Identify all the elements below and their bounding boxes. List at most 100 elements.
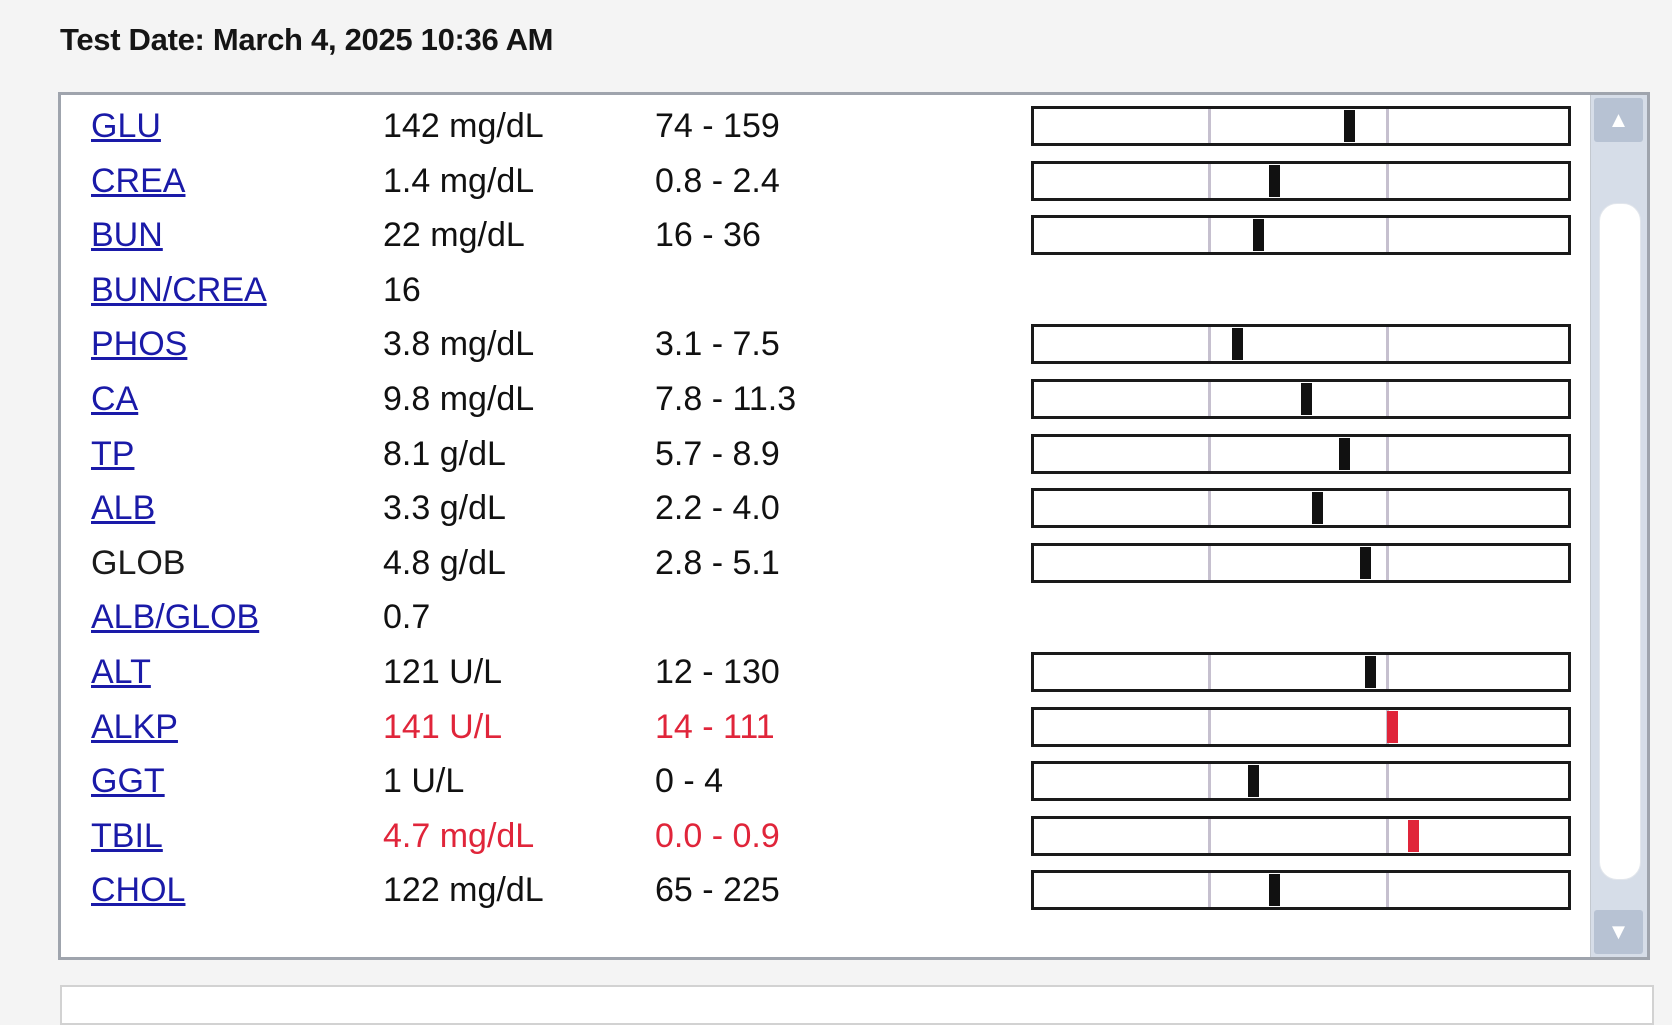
test-name-link[interactable]: TP: [91, 434, 135, 473]
result-row: GLU 142 mg/dL 74 - 159: [61, 97, 1591, 155]
gauge-divider-high: [1386, 545, 1389, 580]
gauge-divider-low: [1208, 382, 1211, 416]
reference-range: 16 - 36: [655, 216, 761, 255]
range-gauge: [1031, 488, 1571, 529]
range-gauge: [1031, 433, 1571, 474]
result-row: GGT 1 U/L 0 - 4: [61, 752, 1591, 810]
reference-range: 0.8 - 2.4: [655, 161, 780, 200]
gauge-marker: [1344, 110, 1355, 142]
result-value: 4.8 g/dL: [383, 543, 506, 582]
gauge-marker: [1312, 492, 1323, 525]
result-value: 141 U/L: [383, 707, 503, 746]
gauge-divider-low: [1208, 764, 1211, 799]
test-name-link[interactable]: TBIL: [91, 816, 163, 855]
result-value: 8.1 g/dL: [383, 434, 506, 473]
results-list: GLU 142 mg/dL 74 - 159 CREA 1.4 mg/dL 0.8 - 2…: [61, 95, 1591, 957]
result-value: 1 U/L: [383, 762, 465, 801]
gauge-divider-high: [1386, 655, 1389, 689]
result-row: ALT 121 U/L 12 - 130: [61, 643, 1591, 701]
reference-range: 2.8 - 5.1: [655, 543, 780, 582]
test-name-link[interactable]: BUN/CREA: [91, 270, 267, 309]
range-gauge: [1031, 652, 1571, 692]
result-row: CA 9.8 mg/dL 7.8 - 11.3: [61, 370, 1591, 428]
result-row: TP 8.1 g/dL 5.7 - 8.9: [61, 425, 1591, 483]
gauge-divider-low: [1208, 218, 1211, 253]
gauge-divider-high: [1386, 818, 1389, 853]
result-value: 3.8 mg/dL: [383, 325, 535, 364]
gauge-marker: [1232, 328, 1243, 361]
result-value: 121 U/L: [383, 653, 503, 691]
gauge-divider-low: [1208, 436, 1211, 471]
test-date-label: Test Date: March 4, 2025 10:36 AM: [60, 22, 554, 57]
gauge-marker: [1387, 710, 1398, 743]
reference-range: 12 - 130: [655, 653, 780, 691]
gauge-divider-low: [1208, 109, 1211, 143]
range-gauge: [1031, 379, 1571, 419]
gauge-marker: [1301, 383, 1312, 415]
gauge-divider-high: [1386, 382, 1389, 416]
result-row: BUN/CREA 16: [61, 261, 1591, 319]
test-name-link[interactable]: GGT: [91, 762, 165, 801]
gauge-divider-low: [1208, 709, 1211, 744]
gauge-divider-low: [1208, 327, 1211, 362]
scrollbar-thumb[interactable]: [1599, 203, 1641, 880]
reference-range: 0 - 4: [655, 762, 724, 801]
result-row: TBIL 4.7 mg/dL 0.0 - 0.9: [61, 807, 1591, 865]
range-gauge: [1031, 324, 1571, 365]
gauge-divider-high: [1386, 327, 1389, 362]
range-gauge: [1031, 870, 1571, 911]
gauge-divider-low: [1208, 818, 1211, 853]
gauge-divider-low: [1208, 873, 1211, 908]
gauge-divider-low: [1208, 655, 1211, 689]
gauge-divider-low: [1208, 163, 1211, 198]
test-name-link[interactable]: PHOS: [91, 325, 188, 364]
range-gauge: [1031, 106, 1571, 146]
gauge-marker: [1365, 656, 1376, 688]
scroll-up-icon[interactable]: ▲: [1594, 98, 1643, 142]
gauge-divider-high: [1386, 109, 1389, 143]
result-value: 16: [383, 270, 421, 309]
gauge-divider-high: [1386, 163, 1389, 198]
gauge-marker: [1339, 437, 1350, 470]
result-row: PHOS 3.8 mg/dL 3.1 - 7.5: [61, 315, 1591, 373]
gauge-divider-high: [1386, 436, 1389, 471]
gauge-divider-low: [1208, 545, 1211, 580]
test-name-link[interactable]: ALT: [91, 653, 151, 691]
reference-range: 5.7 - 8.9: [655, 434, 780, 473]
gauge-marker: [1248, 765, 1259, 798]
result-value: 0.7: [383, 598, 431, 637]
reference-range: 7.8 - 11.3: [655, 380, 797, 418]
result-value: 22 mg/dL: [383, 216, 525, 255]
test-name-link[interactable]: ALB/GLOB: [91, 598, 260, 637]
test-name-link[interactable]: BUN: [91, 216, 163, 255]
test-name-link[interactable]: CHOL: [91, 871, 186, 910]
gauge-divider-high: [1386, 764, 1389, 799]
test-name: GLOB: [91, 543, 186, 582]
reference-range: 14 - 111: [655, 707, 775, 746]
gauge-divider-high: [1386, 491, 1389, 526]
gauge-divider-high: [1386, 873, 1389, 908]
test-name-link[interactable]: ALKP: [91, 707, 178, 746]
reference-range: 74 - 159: [655, 107, 780, 145]
test-name-link[interactable]: ALB: [91, 489, 156, 528]
gauge-marker: [1360, 546, 1371, 579]
range-gauge: [1031, 160, 1571, 201]
reference-range: 0.0 - 0.9: [655, 816, 780, 855]
gauge-divider-high: [1386, 218, 1389, 253]
gauge-marker: [1269, 164, 1280, 197]
result-row: CREA 1.4 mg/dL 0.8 - 2.4: [61, 152, 1591, 210]
range-gauge: [1031, 706, 1571, 747]
range-gauge: [1031, 215, 1571, 256]
reference-range: 65 - 225: [655, 871, 780, 910]
scroll-down-icon[interactable]: ▼: [1594, 910, 1643, 954]
result-value: 4.7 mg/dL: [383, 816, 535, 855]
reference-range: 3.1 - 7.5: [655, 325, 780, 364]
result-value: 122 mg/dL: [383, 871, 544, 910]
test-name-link[interactable]: CA: [91, 380, 139, 418]
result-row: BUN 22 mg/dL 16 - 36: [61, 206, 1591, 264]
vertical-scrollbar[interactable]: ▲ ▼: [1590, 95, 1647, 957]
test-name-link[interactable]: GLU: [91, 107, 161, 145]
results-panel: GLU 142 mg/dL 74 - 159 CREA 1.4 mg/dL 0.8 - 2…: [58, 92, 1650, 960]
range-gauge: [1031, 542, 1571, 583]
test-name-link[interactable]: CREA: [91, 161, 186, 200]
